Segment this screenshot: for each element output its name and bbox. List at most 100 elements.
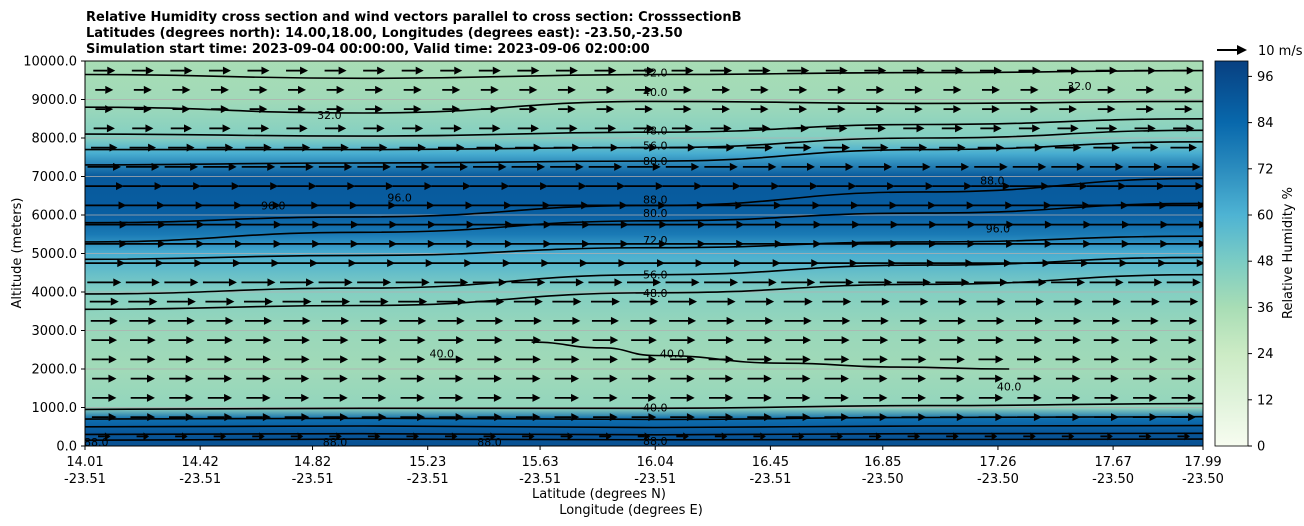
wind-vector-head bbox=[305, 162, 314, 171]
wind-vector-head bbox=[878, 66, 887, 75]
wind-vector-head bbox=[918, 374, 927, 383]
wind-vector-head bbox=[1070, 124, 1079, 133]
wind-vector-head bbox=[961, 162, 970, 171]
wind-vector-head bbox=[727, 297, 736, 306]
wind-vector-head bbox=[609, 413, 618, 422]
wind-vector-head bbox=[802, 393, 811, 402]
wind-vector-head bbox=[919, 143, 928, 152]
wind-vector-head bbox=[113, 278, 122, 287]
wind-vector-head bbox=[270, 182, 279, 191]
wind-vector-head bbox=[1107, 85, 1116, 94]
wind-vector-head bbox=[532, 355, 541, 364]
wind-vector-head bbox=[991, 85, 1000, 94]
wind-vector-head bbox=[225, 143, 234, 152]
wind-vector-head bbox=[342, 297, 351, 306]
wind-vector-head bbox=[264, 297, 273, 306]
wind-vector-head bbox=[1145, 432, 1152, 441]
wind-vector-head bbox=[920, 297, 929, 306]
wind-vector-head bbox=[1110, 374, 1119, 383]
wind-vector-head bbox=[459, 162, 468, 171]
wind-vector-head bbox=[771, 182, 780, 191]
wind-vector-head bbox=[417, 143, 426, 152]
wind-vector-head bbox=[417, 413, 426, 422]
wind-vector-head bbox=[762, 66, 771, 75]
wind-vector-head bbox=[1030, 105, 1039, 114]
contour-label: 48.0 bbox=[643, 287, 668, 300]
wind-vector-head bbox=[415, 66, 424, 75]
wind-vector-head bbox=[614, 162, 623, 171]
wind-vector-head bbox=[376, 124, 385, 133]
contour-line bbox=[85, 438, 1203, 441]
wind-vector-head bbox=[837, 85, 846, 94]
wind-vector-head bbox=[725, 413, 734, 422]
wind-vector-head bbox=[413, 105, 422, 114]
wind-vector-head bbox=[297, 432, 304, 441]
wind-vector-head bbox=[721, 105, 730, 114]
wind-vector-head bbox=[104, 432, 111, 441]
wind-vector-head bbox=[917, 393, 926, 402]
contour-label: 40.0 bbox=[997, 380, 1022, 393]
wind-vector-head bbox=[421, 278, 430, 287]
wind-vector-head bbox=[186, 336, 195, 345]
wind-vector-head bbox=[1038, 278, 1047, 287]
wind-vector-head bbox=[531, 66, 540, 75]
wind-vector-head bbox=[340, 143, 349, 152]
wind-vector-head bbox=[300, 66, 309, 75]
colorbar-tick-label: 72 bbox=[1257, 162, 1274, 177]
wind-vector-head bbox=[687, 143, 696, 152]
wind-vector-head bbox=[105, 85, 114, 94]
wind-vector-head bbox=[147, 413, 156, 422]
wind-vector-head bbox=[339, 374, 348, 383]
wind-vector-head bbox=[462, 182, 471, 191]
wind-vector-head bbox=[1068, 432, 1075, 441]
wind-vector-head bbox=[224, 413, 233, 422]
wind-vector-head bbox=[224, 393, 233, 402]
wind-vector-head bbox=[108, 393, 117, 402]
wind-vector-head bbox=[310, 259, 319, 268]
wind-vector-head bbox=[151, 162, 160, 171]
wind-vector-head bbox=[228, 278, 237, 287]
wind-vector-head bbox=[495, 316, 504, 325]
wind-vector-head bbox=[492, 124, 501, 133]
wind-vector-head bbox=[646, 124, 655, 133]
wind-vector-head bbox=[644, 432, 651, 441]
wind-vector-head bbox=[185, 374, 194, 383]
wind-vector-head bbox=[1069, 85, 1078, 94]
wind-vector-head bbox=[606, 85, 615, 94]
wind-vector-head bbox=[763, 374, 772, 383]
wind-vector-head bbox=[148, 143, 157, 152]
wind-vector-head bbox=[533, 336, 542, 345]
wind-vector-head bbox=[655, 182, 664, 191]
x-axis-label-longitude: Longitude (degrees E) bbox=[559, 503, 703, 518]
wind-vector-head bbox=[726, 143, 735, 152]
wind-vector-head bbox=[689, 297, 698, 306]
wind-vector-head bbox=[842, 316, 851, 325]
colorbar-tick-label: 12 bbox=[1257, 393, 1274, 408]
wind-vector-head bbox=[841, 355, 850, 364]
wind-vector-head bbox=[1074, 297, 1083, 306]
wind-vector-head bbox=[993, 66, 1002, 75]
wind-vector-head bbox=[378, 355, 387, 364]
wind-vector-head bbox=[339, 393, 348, 402]
wind-vector-head bbox=[301, 336, 310, 345]
wind-vector-head bbox=[571, 355, 580, 364]
wind-vector-head bbox=[464, 259, 473, 268]
wind-vector-head bbox=[645, 85, 653, 94]
wind-vector-head bbox=[341, 316, 350, 325]
wind-vector-head bbox=[301, 393, 310, 402]
wind-vector-head bbox=[845, 162, 854, 171]
wind-vector-head bbox=[1033, 374, 1042, 383]
wind-vector-head bbox=[375, 105, 384, 114]
wind-vector-head bbox=[1030, 85, 1039, 94]
wind-vector-head bbox=[262, 393, 271, 402]
wind-vector-head bbox=[1072, 393, 1081, 402]
wind-vector-head bbox=[955, 124, 964, 133]
wind-vector-head bbox=[1072, 374, 1081, 383]
wind-vector-head bbox=[722, 85, 731, 94]
wind-vector-head bbox=[685, 66, 694, 75]
wind-vector-head bbox=[109, 336, 118, 345]
wind-vector-head bbox=[385, 182, 394, 191]
contour-label: 72.0 bbox=[643, 234, 668, 247]
wind-vector-head bbox=[916, 66, 925, 75]
wind-vector-head bbox=[1034, 355, 1043, 364]
